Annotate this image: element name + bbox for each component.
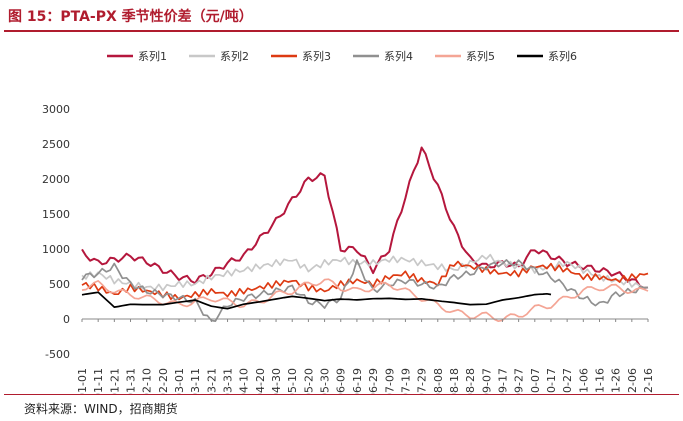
x-tick-label: 08-18: [448, 368, 461, 394]
x-tick-label: 04-20: [254, 368, 267, 394]
legend: 系列1 系列2 系列3 系列4 系列5 系列6: [107, 49, 577, 63]
x-tick-label: 06-09: [335, 368, 348, 394]
x-tick-label: 10-27: [561, 368, 574, 394]
x-tick-label: 03-21: [205, 368, 218, 394]
footer-rule: [4, 394, 679, 395]
legend-label-3: 系列3: [302, 49, 331, 63]
x-tick-label: 07-29: [416, 368, 429, 394]
x-tick-label: 11-06: [577, 368, 590, 394]
x-tick-label: 05-30: [319, 368, 332, 394]
figure-title: 图 15：PTA-PX 季节性价差（元/吨）: [8, 9, 253, 25]
series-line-3: [81, 260, 649, 301]
y-tick-label: 3000: [42, 103, 70, 116]
series-line-1: [81, 146, 649, 289]
x-tick-label: 07-09: [383, 368, 396, 394]
y-tick-label: 0: [63, 313, 70, 326]
y-tick-label: 1000: [42, 243, 70, 256]
x-tick-label: 08-28: [464, 368, 477, 394]
x-tick-label: 02-10: [141, 368, 154, 394]
x-tick-label: 10-17: [545, 368, 558, 394]
x-tick-label: 07-19: [399, 368, 412, 394]
legend-label-1: 系列1: [138, 49, 167, 63]
series-line-6: [81, 291, 552, 310]
x-tick-label: 04-10: [238, 368, 251, 394]
y-tick-label: 500: [49, 278, 70, 291]
x-tick-label: 03-11: [189, 368, 202, 394]
x-tick-label: 08-08: [432, 368, 445, 394]
y-tick-label: -500: [45, 348, 70, 361]
series-layer: [81, 146, 649, 323]
x-tick-label: 06-29: [367, 368, 380, 394]
x-tick-label: 01-11: [92, 368, 105, 394]
y-tick-label: 1500: [42, 208, 70, 221]
x-tick-label: 06-19: [351, 368, 364, 394]
legend-label-6: 系列6: [548, 49, 577, 63]
legend-label-2: 系列2: [220, 49, 249, 63]
x-tick-label: 12-16: [642, 368, 655, 394]
x-tick-label: 03-31: [222, 368, 235, 394]
x-tick-label: 02-20: [157, 368, 170, 394]
x-tick-label: 11-26: [610, 368, 623, 394]
x-tick-label: 03-01: [173, 368, 186, 394]
x-tick-label: 10-07: [529, 368, 542, 394]
x-tick-label: 05-20: [302, 368, 315, 394]
legend-label-4: 系列4: [384, 49, 413, 63]
x-tick-label: 05-10: [286, 368, 299, 394]
x-tick-label: 11-16: [593, 368, 606, 394]
x-tick-label: 09-17: [496, 368, 509, 394]
x-tick-label: 01-01: [76, 368, 89, 394]
x-tick-label: 01-21: [108, 368, 121, 394]
x-tick-label: 04-30: [270, 368, 283, 394]
title-rule: [4, 30, 679, 32]
series-line-4: [81, 259, 649, 322]
y-tick-label: 2000: [42, 173, 70, 186]
source-note: 资料来源：WIND，招商期货: [24, 402, 178, 416]
y-tick-label: 2500: [42, 138, 70, 151]
x-tick-label: 01-31: [125, 368, 138, 394]
legend-label-5: 系列5: [466, 49, 495, 63]
x-tick-label: 09-27: [513, 368, 526, 394]
x-tick-label: 12-06: [626, 368, 639, 394]
x-tick-label: 09-07: [480, 368, 493, 394]
